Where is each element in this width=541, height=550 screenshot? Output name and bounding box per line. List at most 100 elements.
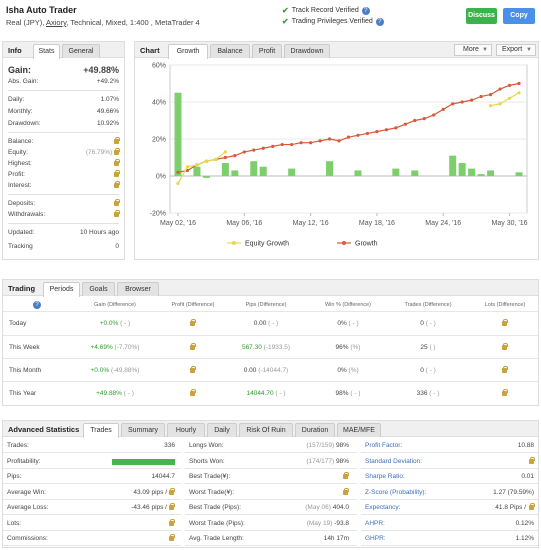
- tab-trades[interactable]: Trades: [83, 423, 119, 438]
- legend-equity-label: Equity Growth: [245, 241, 289, 248]
- profit-bar: [354, 170, 362, 176]
- equity-point: [223, 150, 227, 154]
- broker-link[interactable]: Axiory: [46, 18, 67, 27]
- sub-suffix: , Technical, Mixed, 1:400 , MetaTrader 4: [66, 18, 200, 27]
- lock-icon: [169, 534, 175, 542]
- lock-icon: [343, 472, 349, 480]
- trades-diff: ( - ): [425, 367, 436, 374]
- stat-label[interactable]: Sharpe Ratio:: [365, 473, 405, 480]
- tab-general[interactable]: General: [62, 44, 100, 58]
- row-divider: [185, 545, 357, 546]
- period-label: Today: [9, 320, 27, 327]
- pips-diff: ( - ): [275, 390, 286, 397]
- tab-risk-of-ruin[interactable]: Risk Of Ruin: [239, 423, 293, 437]
- tab-growth[interactable]: Growth: [168, 44, 208, 59]
- stat-label[interactable]: Profit Factor:: [365, 442, 403, 449]
- row-divider: [185, 483, 357, 484]
- tab-mae-mfe[interactable]: MAE/MFE: [337, 423, 381, 437]
- x-tick-label: May 06, '16: [226, 220, 262, 227]
- balance-label: Balance:: [8, 138, 34, 145]
- lock-icon: [502, 343, 508, 351]
- copy-button[interactable]: Copy: [503, 8, 535, 24]
- trading-privileges-verified: ✔ Trading Privileges Verified ?: [282, 17, 384, 26]
- profit-bar: [515, 172, 523, 176]
- lock-icon: [502, 319, 508, 327]
- chevron-down-icon: ▼: [482, 47, 488, 53]
- growth-point: [479, 94, 483, 99]
- column-header: Gain (Difference): [94, 302, 136, 308]
- question-icon[interactable]: ?: [375, 17, 384, 26]
- withdrawals-row: Withdrawals:: [8, 210, 120, 218]
- profit-bar: [326, 161, 334, 176]
- stat-label[interactable]: Standard Deviation:: [365, 457, 423, 465]
- divider: [8, 194, 119, 195]
- export-dropdown[interactable]: Export ▼: [496, 44, 536, 56]
- gain-cell: +0.0% ( - ): [75, 320, 155, 327]
- pips-diff: ( - ): [268, 320, 279, 327]
- growth-point: [507, 83, 512, 87]
- stat-label: Average Loss:: [7, 504, 49, 511]
- tab-profit[interactable]: Profit: [252, 44, 282, 58]
- growth-point: [441, 107, 445, 111]
- lock-icon: [114, 199, 120, 207]
- profit-bar: [449, 155, 457, 176]
- win-diff: (%): [350, 344, 361, 351]
- growth-chart: 60% 40% 20% 0% -20% May 02, '16 May 06, '16 May…: [150, 63, 528, 248]
- check-icon: ✔: [282, 17, 289, 26]
- win-value: 98%: [335, 390, 349, 397]
- tracking-label: Tracking: [8, 243, 33, 250]
- row-divider: [185, 498, 357, 500]
- y-tick-label: 0%: [156, 174, 166, 181]
- profit-bar: [259, 166, 267, 176]
- question-icon[interactable]: ?: [33, 301, 41, 309]
- profitability-bar: [112, 458, 176, 465]
- profit-bar: [193, 166, 201, 176]
- row-divider: [3, 545, 181, 546]
- tab-stats[interactable]: Stats: [33, 44, 60, 59]
- tab-goals[interactable]: Goals: [82, 282, 115, 296]
- tab-balance[interactable]: Balance: [210, 44, 250, 58]
- growth-point: [337, 139, 341, 143]
- equity-label: Equity:: [8, 149, 28, 156]
- gain-cell: +0.0% (-49.88%): [75, 367, 155, 374]
- stat-value: 14044.7: [151, 473, 176, 480]
- profit-label: Profit:: [8, 171, 25, 178]
- stat-label[interactable]: GHPR:: [365, 535, 386, 542]
- lock-icon: [114, 181, 120, 189]
- tab-browser[interactable]: Browser: [117, 282, 159, 296]
- growth-point: [356, 133, 360, 137]
- more-dropdown[interactable]: More ▼: [454, 44, 492, 56]
- stat-label: Best Trade(¥):: [189, 473, 231, 480]
- stat-label[interactable]: Z-Score (Probability):: [365, 488, 427, 496]
- question-icon[interactable]: ?: [361, 6, 370, 15]
- monthly-row: Monthly: 49.66%: [8, 108, 119, 115]
- more-label: More: [463, 46, 479, 53]
- highest-row: Highest:: [8, 159, 120, 167]
- tab-drawdown[interactable]: Drawdown: [284, 44, 330, 58]
- trades-cell: 0 ( - ): [388, 367, 468, 374]
- gain-value: +49.88%: [96, 390, 122, 397]
- tab-hourly[interactable]: Hourly: [167, 423, 205, 437]
- lock-icon: [190, 319, 196, 327]
- trades-value: 25: [420, 344, 428, 351]
- advanced-stats-panel: Advanced Statistics Trades Summary Hourl…: [2, 420, 539, 548]
- trades-diff: ( - ): [425, 320, 436, 327]
- equity-point: [214, 157, 218, 161]
- discuss-button[interactable]: Discuss: [466, 8, 497, 24]
- row-divider: [185, 467, 357, 469]
- stat-label[interactable]: AHPR:: [365, 519, 385, 527]
- highest-label: Highest:: [8, 160, 32, 167]
- tab-periods[interactable]: Periods: [43, 282, 80, 297]
- tab-summary[interactable]: Summary: [121, 423, 165, 437]
- tab-daily[interactable]: Daily: [207, 423, 237, 437]
- gain-cell: +4.69% (-7.70%): [75, 344, 155, 351]
- x-tick-label: May 02, '16: [160, 220, 196, 227]
- stat-label[interactable]: Expectancy:: [365, 504, 401, 511]
- chart-tabbar: Chart Growth Balance Profit Drawdown Mor…: [135, 42, 538, 59]
- stat-label: Avg. Trade Length:: [189, 535, 244, 542]
- column-header: Profit (Difference): [171, 302, 215, 308]
- tab-duration[interactable]: Duration: [295, 423, 335, 437]
- pips-diff: (-1933.5): [263, 344, 291, 351]
- export-label: Export: [502, 46, 523, 53]
- header: Isha Auto Trader Real (JPY), Axiory, Tec…: [0, 0, 541, 36]
